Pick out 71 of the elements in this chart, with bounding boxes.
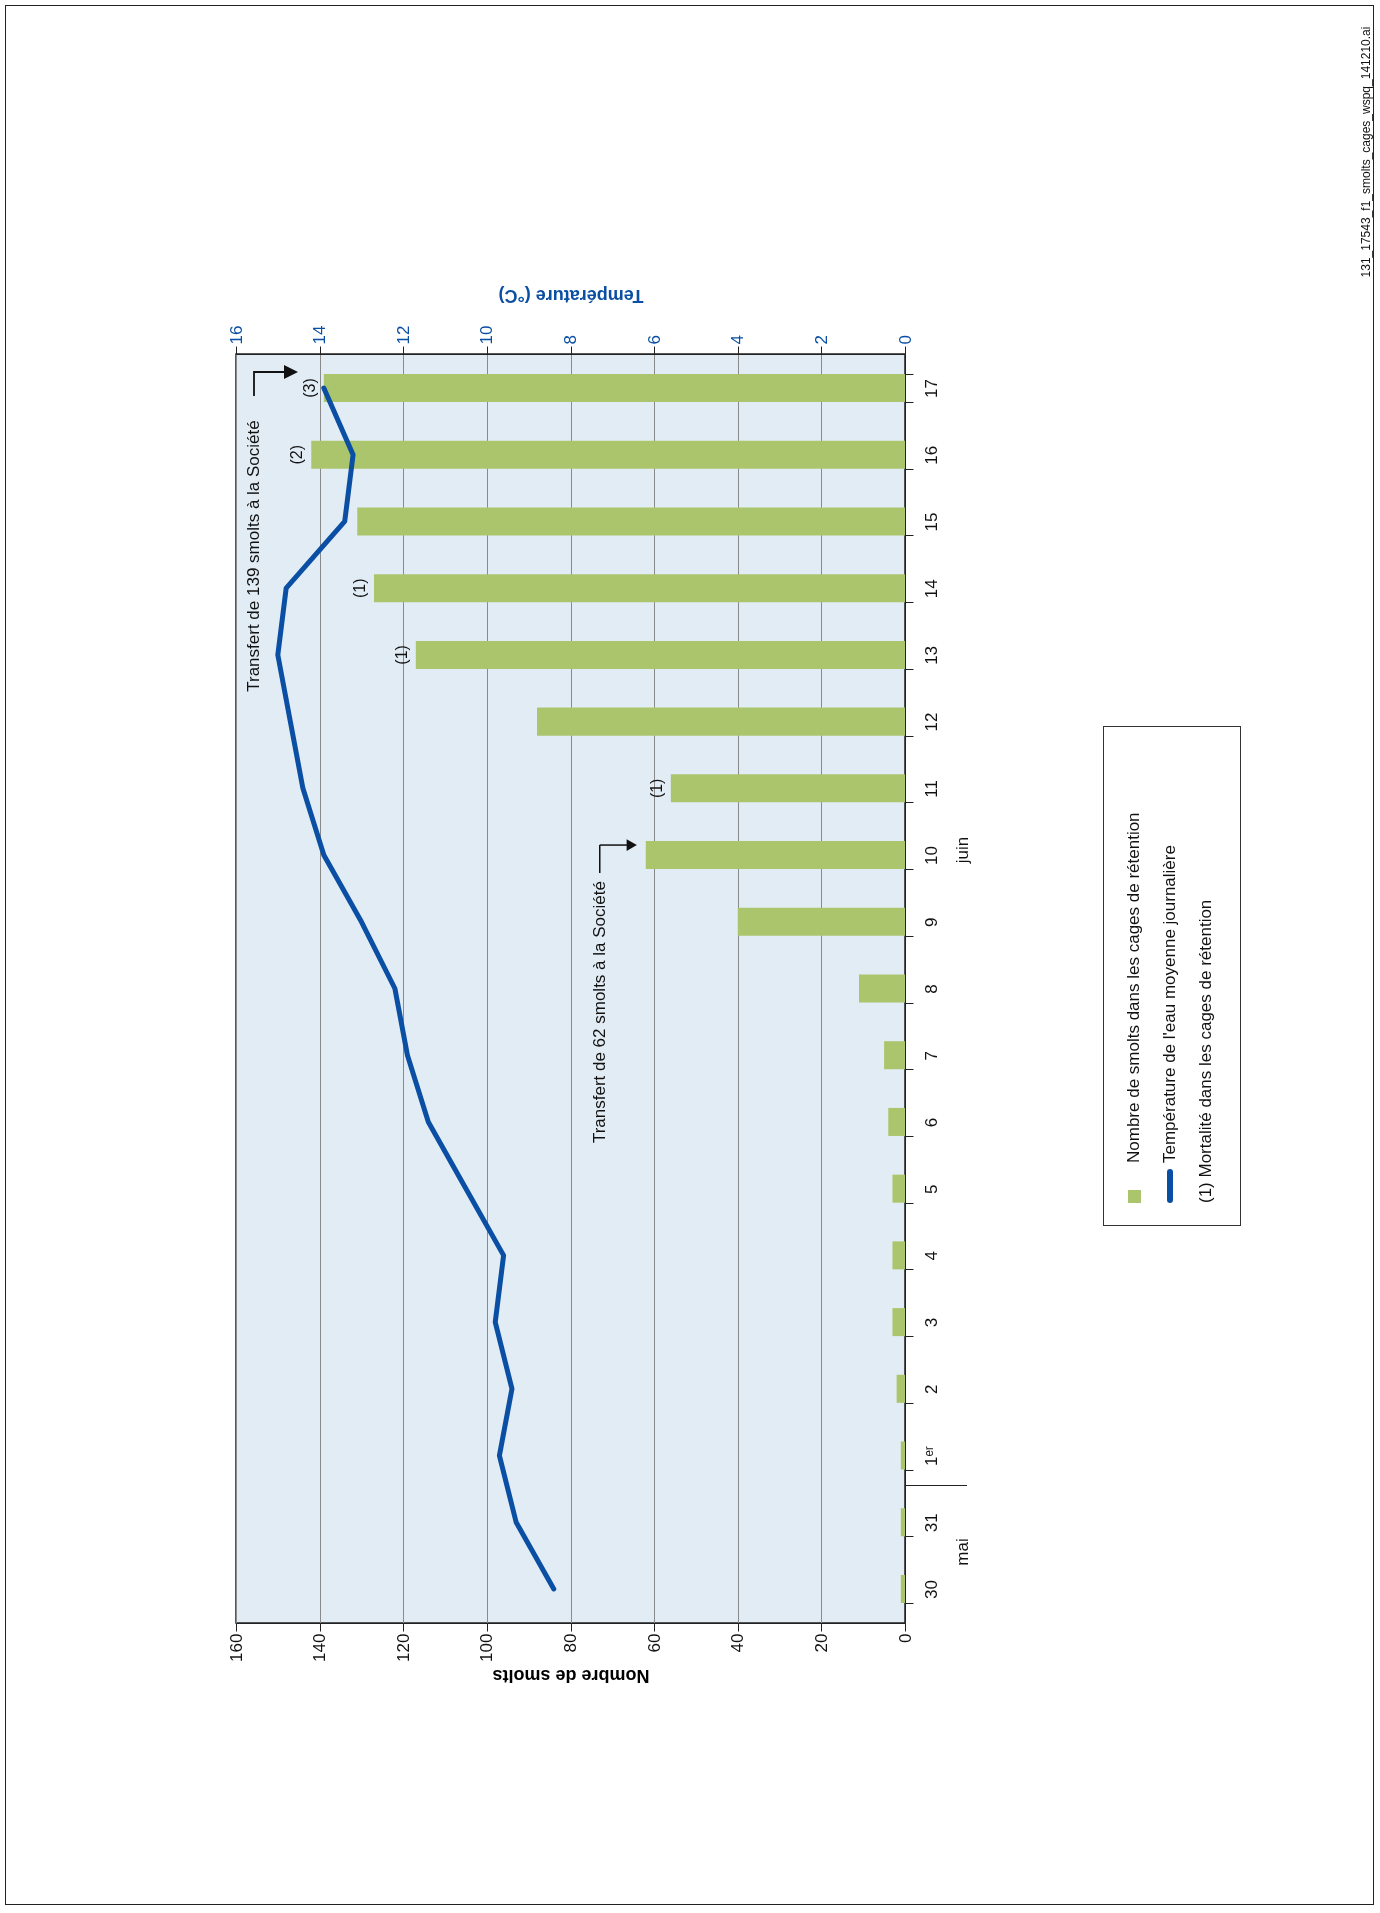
x2-tick-label: 10 xyxy=(477,325,497,345)
y-tick-label: 14 xyxy=(921,579,941,599)
y-tick-label: 3 xyxy=(921,1317,941,1328)
text: (1) Mortalité dans les cages de rétention xyxy=(1196,899,1216,1203)
annotation: (1) xyxy=(647,778,665,799)
x-axis-title: Nombre de smolts xyxy=(492,1665,650,1686)
x-tick-label: 20 xyxy=(811,1633,831,1653)
text: juin xyxy=(952,835,973,866)
annotation: Transfert de 139 smolts à la Société xyxy=(243,419,264,694)
bar xyxy=(892,1241,905,1270)
x2-tick-label: 0 xyxy=(895,335,915,345)
y-tick-label: 2 xyxy=(921,1384,941,1395)
annotation: (1) xyxy=(350,578,368,598)
y-tick-label: 8 xyxy=(921,984,941,994)
annotation: Transfert de 62 smolts à la Société xyxy=(589,881,609,1144)
bar xyxy=(737,907,905,936)
bar xyxy=(900,1508,905,1537)
y-tick-label: 6 xyxy=(921,1117,941,1128)
bar xyxy=(900,1441,905,1470)
bar xyxy=(892,1308,905,1337)
x-tick-label: 160 xyxy=(226,1633,246,1662)
x2-tick-label: 6 xyxy=(644,335,664,345)
x-tick-label: 60 xyxy=(644,1633,664,1653)
y-tick-label: 17 xyxy=(921,379,941,398)
y-tick-label: 31 xyxy=(921,1513,941,1533)
annotation: (2) xyxy=(288,444,306,465)
annotation: (1) xyxy=(392,645,410,665)
bar xyxy=(357,507,905,536)
x-tick-label: 40 xyxy=(728,1633,748,1653)
y-tick-label: 7 xyxy=(921,1050,941,1061)
bar xyxy=(896,1374,905,1403)
x2-tick-label: 2 xyxy=(811,335,831,345)
y-tick-label: 10 xyxy=(921,846,941,866)
bar xyxy=(892,1174,905,1203)
bar xyxy=(900,1574,905,1603)
x2-tick-label: 8 xyxy=(561,335,580,345)
y-tick-label: 9 xyxy=(921,917,941,928)
y-tick-label: 30 xyxy=(921,1580,941,1599)
bar xyxy=(415,640,905,669)
y-tick-label: 16 xyxy=(921,445,941,465)
x-tick-label: 140 xyxy=(310,1633,330,1662)
x2-tick-label: 12 xyxy=(393,325,413,345)
bar xyxy=(859,974,905,1003)
x-tick-label: 120 xyxy=(393,1633,413,1662)
y-tick-label: 5 xyxy=(921,1184,941,1194)
bar xyxy=(884,1041,905,1070)
text: mai xyxy=(952,1537,973,1568)
text: Température de l'eau moyenne journalière xyxy=(1160,845,1180,1163)
y-tick-label: 1ᵉʳ xyxy=(921,1446,941,1466)
y-tick-label: 11 xyxy=(921,780,941,798)
bar xyxy=(670,774,905,803)
bar xyxy=(888,1107,905,1136)
x2-tick-label: 4 xyxy=(728,335,748,345)
bar xyxy=(311,440,905,469)
bar xyxy=(537,707,905,736)
bar xyxy=(645,841,905,870)
y-tick-label: 15 xyxy=(921,512,941,532)
x2-tick-label: 14 xyxy=(310,325,330,345)
text: 131_17543_f1_smolts_cages_wspq_141210.ai xyxy=(1358,25,1374,280)
x-tick-label: 100 xyxy=(477,1633,497,1662)
y-tick-label: 13 xyxy=(921,645,941,665)
y-tick-label: 12 xyxy=(921,712,941,732)
x2-axis-title: Température (°C) xyxy=(498,285,644,306)
annotation: (3) xyxy=(300,378,318,398)
x-tick-label: 80 xyxy=(561,1633,580,1653)
x-tick-label: 0 xyxy=(895,1633,915,1643)
text: Nombre de smolts dans les cages de rétention xyxy=(1124,812,1144,1163)
bar xyxy=(373,574,905,603)
bar xyxy=(323,374,905,403)
x2-tick-label: 16 xyxy=(226,325,246,345)
y-tick-label: 4 xyxy=(921,1251,941,1261)
